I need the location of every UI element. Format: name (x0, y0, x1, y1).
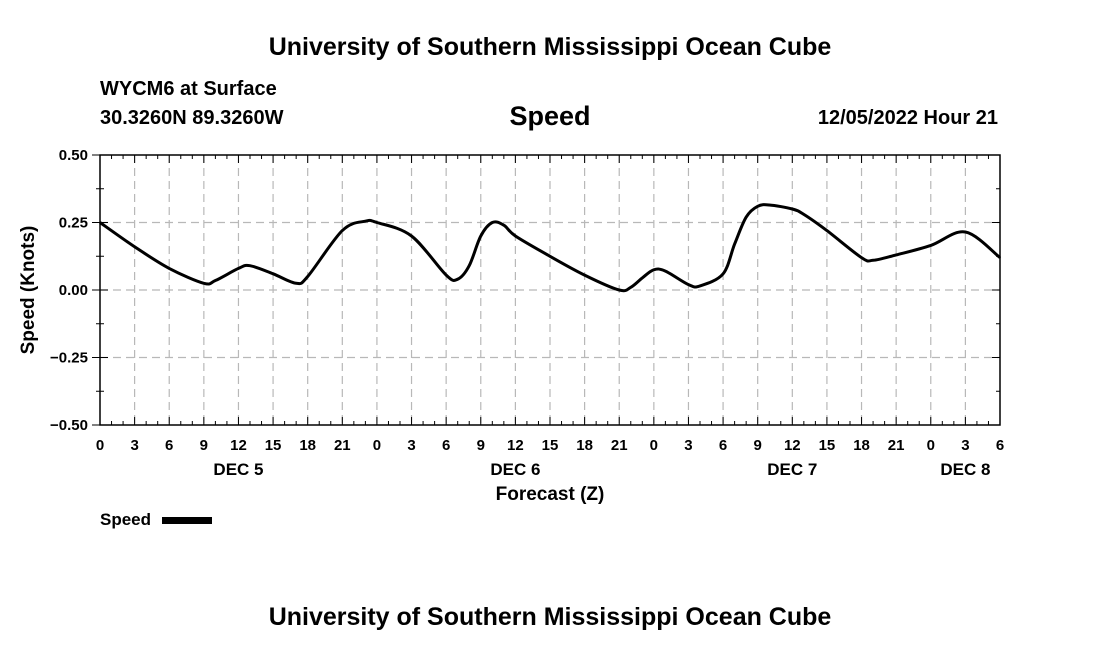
x-tick-label: 6 (165, 437, 173, 454)
speed-data-point (999, 256, 1001, 259)
legend-label: Speed (100, 510, 151, 529)
x-tick-label: 18 (299, 437, 316, 454)
speed-data-point (722, 273, 724, 275)
speed-data-point (930, 244, 932, 247)
speed-data-point (480, 235, 482, 237)
speed-data-point (468, 264, 471, 267)
x-tick-label: 6 (442, 437, 450, 454)
speed-data-point (410, 235, 413, 237)
x-tick-labels: 0 3 6 9 12 15 18 21 0 3 6 9 12 15 18 21 0 3 6 9 12 15 18 21 0 3 6 (96, 437, 1004, 454)
x-tick-label: 3 (684, 437, 692, 454)
x-tick-label: 0 (927, 437, 935, 454)
day-label: DEC 7 (767, 460, 817, 479)
speed-data-point (168, 267, 170, 270)
y-tick-label: 0.25 (59, 215, 88, 232)
speed-data-point (826, 229, 828, 232)
y-tick-label: −0.50 (50, 417, 88, 434)
grid-lines (100, 155, 1000, 425)
legend: Speed (100, 510, 212, 529)
speed-data-point (860, 256, 863, 259)
x-tick-label: 12 (507, 437, 524, 454)
station-label: WYCM6 at Surface (100, 78, 277, 100)
speed-data-points (99, 204, 1001, 291)
speed-data-point (295, 282, 298, 285)
variable-title: Speed (509, 101, 590, 131)
speed-data-point (791, 208, 794, 210)
x-tick-label: 6 (996, 437, 1004, 454)
speed-data-point (618, 289, 620, 291)
speed-data-point (733, 243, 736, 245)
axis-ticks (92, 154, 1001, 426)
y-tick-label: 0.00 (59, 282, 88, 299)
day-label: DEC 6 (490, 460, 540, 479)
speed-data-point (133, 246, 136, 248)
x-tick-label: 0 (96, 437, 104, 454)
datetime-label: 12/05/2022 Hour 21 (818, 107, 998, 129)
speed-data-point (872, 259, 874, 262)
speed-data-point (583, 274, 586, 276)
speed-data-point (745, 216, 747, 218)
main-title: University of Southern Mississippi Ocean… (269, 33, 832, 61)
speed-data-point (249, 264, 251, 267)
x-tick-label: 0 (650, 437, 658, 454)
speed-data-point (895, 254, 897, 256)
speed-data-point (768, 204, 770, 206)
speed-series-line (99, 203, 1001, 293)
x-tick-label: 3 (407, 437, 415, 454)
y-tick-labels: 0.50 0.25 0.00 −0.25 −0.50 (50, 147, 88, 434)
speed-data-point (306, 275, 309, 278)
speed-data-point (641, 277, 644, 279)
x-tick-label: 0 (373, 437, 381, 454)
x-tick-label: 3 (130, 437, 138, 454)
x-tick-label: 21 (334, 437, 351, 454)
speed-data-point (376, 221, 378, 224)
x-tick-label: 12 (784, 437, 801, 454)
x-tick-label: 18 (853, 437, 870, 454)
coordinates-label: 30.3260N 89.3260W (100, 107, 284, 129)
x-tick-label: 21 (888, 437, 905, 454)
legend-swatch (162, 517, 212, 524)
speed-data-point (99, 221, 101, 224)
x-tick-label: 15 (265, 437, 282, 454)
x-tick-label: 9 (754, 437, 762, 454)
speed-data-point (653, 269, 655, 271)
speed-data-point (214, 279, 217, 282)
footer-title: University of Southern Mississippi Ocean… (269, 603, 832, 631)
x-tick-label: 9 (477, 437, 485, 454)
day-labels: DEC 5 DEC 6 DEC 7 DEC 8 (213, 460, 990, 479)
day-label: DEC 8 (940, 460, 990, 479)
day-label: DEC 5 (213, 460, 263, 479)
speed-data-point (272, 273, 274, 275)
x-tick-label: 12 (230, 437, 247, 454)
x-tick-label: 9 (200, 437, 208, 454)
speed-data-point (803, 213, 805, 216)
speed-data-point (630, 286, 632, 289)
x-tick-label: 15 (542, 437, 559, 454)
speed-data-point (549, 255, 551, 258)
speed-data-point (203, 282, 205, 285)
speed-data-point (756, 205, 759, 208)
x-tick-label: 18 (576, 437, 593, 454)
speed-data-point (964, 231, 967, 233)
speed-data-point (699, 285, 701, 287)
speed-data-point (514, 235, 517, 237)
speed-data-point (664, 270, 667, 272)
speed-data-point (456, 278, 459, 281)
x-tick-label: 3 (961, 437, 969, 454)
speed-data-point (503, 224, 505, 226)
speed-data-point (687, 283, 690, 286)
speed-data-point (491, 221, 494, 224)
x-tick-label: 21 (611, 437, 628, 454)
speed-data-point (341, 229, 344, 232)
y-tick-label: −0.25 (50, 350, 88, 367)
x-tick-label: 15 (819, 437, 836, 454)
speed-data-point (445, 274, 448, 276)
x-tick-label: 6 (719, 437, 727, 454)
y-tick-label: 0.50 (59, 147, 88, 164)
speed-data-point (364, 220, 367, 222)
y-axis-label: Speed (Knots) (18, 226, 39, 355)
x-axis-label: Forecast (Z) (496, 484, 605, 505)
speed-data-point (237, 267, 240, 270)
